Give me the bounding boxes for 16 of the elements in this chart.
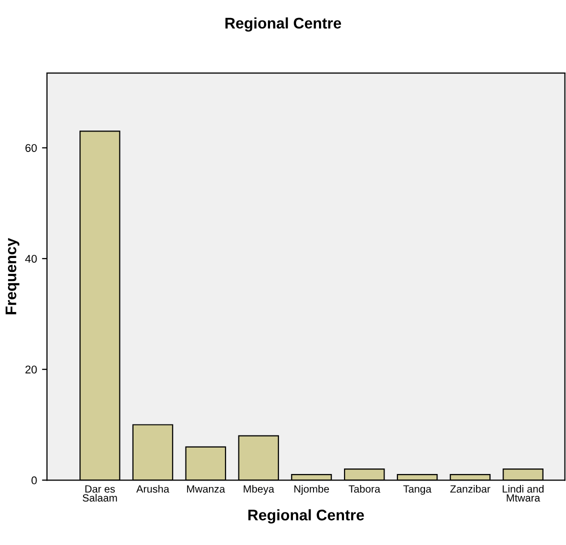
x-tick-label: Arusha xyxy=(136,485,170,493)
y-tick-label: 40 xyxy=(25,254,37,263)
x-tick-label: Lindi and Mtwara xyxy=(502,485,544,502)
y-tick-label: 0 xyxy=(32,476,37,484)
chart-title: Regional Centre xyxy=(225,17,342,32)
x-tick-label: Tanga xyxy=(403,485,432,495)
x-axis-title: Regional Centre xyxy=(248,509,364,524)
x-tick-label: Tabora xyxy=(348,485,380,493)
x-tick-label: Zanzibar xyxy=(450,485,490,493)
y-axis-title: Frequency xyxy=(6,238,20,314)
y-tick-label: 20 xyxy=(25,366,37,374)
x-tick-label: Dar es Salaam xyxy=(82,485,117,502)
x-tick-label: Mbeya xyxy=(244,485,274,495)
x-tick-label: Njombe xyxy=(294,485,329,495)
x-tick-label: Mwanza xyxy=(187,485,226,493)
y-tick-label: 60 xyxy=(25,144,37,152)
